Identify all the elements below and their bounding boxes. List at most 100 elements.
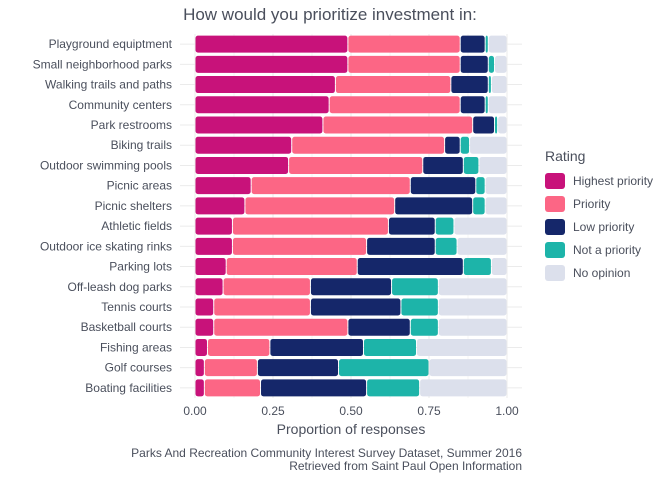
bar-not-a-priority-boating-facilities: [367, 379, 420, 397]
bar-no-opinion-outdoor-swimming-pools: [479, 156, 507, 174]
bar-not-a-priority-small-neighborhood-parks: [488, 55, 495, 73]
bar-highest-priority-parking-lots: [195, 258, 226, 276]
bar-no-opinion-small-neighborhood-parks: [495, 55, 507, 73]
legend-title: Rating: [545, 148, 586, 164]
legend-item-no-opinion: No opinion: [545, 264, 630, 282]
bar-priority-picnic-areas: [251, 177, 410, 195]
bar-low-priority-basketball-courts: [348, 318, 410, 336]
bar-priority-picnic-shelters: [245, 197, 395, 215]
category-labels: Playground equiptment Small neighborhood …: [33, 37, 173, 395]
bar-priority-community-centers: [329, 96, 460, 114]
bar-highest-priority-off-leash-dog-parks: [195, 278, 223, 296]
bar-low-priority-playground-equiptment: [460, 35, 485, 53]
bar-priority-tennis-courts: [214, 298, 310, 316]
bar-low-priority-park-restrooms: [473, 116, 495, 134]
bar-highest-priority-tennis-courts: [195, 298, 214, 316]
bar-not-a-priority-community-centers: [485, 96, 488, 114]
bar-no-opinion-golf-courses: [429, 359, 507, 377]
legend-item-low-priority: Low priority: [545, 218, 634, 236]
bar-no-opinion-boating-facilities: [420, 379, 507, 397]
bar-low-priority-outdoor-ice-skating-rinks: [367, 237, 435, 255]
bar-not-a-priority-outdoor-ice-skating-rinks: [435, 237, 457, 255]
bar-highest-priority-picnic-shelters: [195, 197, 245, 215]
category-label: Community centers: [69, 98, 172, 112]
bar-not-a-priority-fishing-areas: [363, 338, 417, 356]
bar-no-opinion-tennis-courts: [438, 298, 507, 316]
category-label: Playground equiptment: [49, 37, 173, 51]
legend-label: Low priority: [573, 220, 635, 234]
legend-swatch: [545, 242, 565, 258]
legend-swatch: [545, 196, 565, 212]
x-tick-label: 1.00: [495, 404, 519, 418]
legend-label: Priority: [573, 197, 611, 211]
bar-highest-priority-walking-trails-and-paths: [195, 76, 335, 94]
legend-label: Highest priority: [573, 174, 654, 188]
bar-low-priority-walking-trails-and-paths: [451, 76, 488, 94]
bar-no-opinion-athletic-fields: [454, 217, 507, 235]
bar-not-a-priority-playground-equiptment: [485, 35, 488, 53]
bar-priority-walking-trails-and-paths: [335, 76, 451, 94]
bar-segments: [195, 35, 507, 397]
bar-low-priority-biking-trails: [445, 136, 460, 154]
bar-not-a-priority-off-leash-dog-parks: [392, 278, 438, 296]
bar-priority-park-restrooms: [323, 116, 473, 134]
category-label: Tennis courts: [101, 300, 172, 314]
bar-not-a-priority-picnic-areas: [476, 177, 485, 195]
x-tick-label: 0.00: [183, 404, 207, 418]
bar-low-priority-golf-courses: [257, 359, 339, 377]
bar-highest-priority-basketball-courts: [195, 318, 214, 336]
category-label: Parking lots: [109, 260, 172, 274]
bar-low-priority-boating-facilities: [261, 379, 367, 397]
bar-priority-athletic-fields: [232, 217, 388, 235]
bar-no-opinion-off-leash-dog-parks: [438, 278, 507, 296]
bar-priority-off-leash-dog-parks: [223, 278, 310, 296]
x-tick-label: 0.25: [261, 404, 285, 418]
bar-not-a-priority-athletic-fields: [435, 217, 454, 235]
bar-low-priority-outdoor-swimming-pools: [423, 156, 463, 174]
bar-not-a-priority-golf-courses: [339, 359, 429, 377]
bar-priority-playground-equiptment: [348, 35, 460, 53]
bar-highest-priority-boating-facilities: [195, 379, 204, 397]
category-label: Fishing areas: [100, 340, 172, 354]
bar-low-priority-tennis-courts: [310, 298, 401, 316]
category-label: Small neighborhood parks: [33, 57, 172, 71]
bar-highest-priority-fishing-areas: [195, 338, 207, 356]
bar-priority-fishing-areas: [207, 338, 270, 356]
bar-priority-small-neighborhood-parks: [348, 55, 460, 73]
legend-label: Not a priority: [573, 243, 642, 257]
x-tick-label: 0.50: [339, 404, 363, 418]
legend-item-priority: Priority: [545, 195, 610, 213]
bar-low-priority-community-centers: [460, 96, 485, 114]
bar-no-opinion-community-centers: [488, 96, 507, 114]
bar-low-priority-off-leash-dog-parks: [310, 278, 392, 296]
bar-no-opinion-picnic-shelters: [485, 197, 507, 215]
legend-swatch: [545, 265, 565, 281]
bar-not-a-priority-parking-lots: [463, 258, 491, 276]
bar-priority-golf-courses: [204, 359, 257, 377]
category-label: Biking trails: [111, 138, 172, 152]
category-label: Park restrooms: [91, 118, 172, 132]
x-tick-labels: 0.00 0.25 0.50 0.75 1.00: [183, 404, 519, 418]
bar-no-opinion-outdoor-ice-skating-rinks: [457, 237, 507, 255]
bar-highest-priority-golf-courses: [195, 359, 204, 377]
bar-low-priority-picnic-areas: [410, 177, 476, 195]
x-axis-title: Proportion of responses: [276, 421, 426, 437]
bar-priority-parking-lots: [226, 258, 357, 276]
category-label: Outdoor swimming pools: [40, 158, 172, 172]
legend-swatch: [545, 173, 565, 189]
bar-no-opinion-parking-lots: [491, 258, 507, 276]
bar-low-priority-picnic-shelters: [395, 197, 473, 215]
bar-highest-priority-outdoor-swimming-pools: [195, 156, 289, 174]
bar-low-priority-small-neighborhood-parks: [460, 55, 488, 73]
category-label: Boating facilities: [85, 381, 172, 395]
bar-not-a-priority-biking-trails: [460, 136, 470, 154]
caption-line-1: Parks And Recreation Community Interest …: [131, 446, 522, 460]
category-label: Walking trails and paths: [45, 78, 172, 92]
bar-not-a-priority-outdoor-swimming-pools: [463, 156, 479, 174]
bar-low-priority-athletic-fields: [388, 217, 435, 235]
legend-item-not-a-priority: Not a priority: [545, 241, 641, 259]
bar-no-opinion-basketball-courts: [438, 318, 507, 336]
category-label: Off-leash dog parks: [67, 280, 172, 294]
bar-priority-biking-trails: [292, 136, 445, 154]
caption-line-2: Retrieved from Saint Paul Open Informati…: [289, 459, 522, 473]
